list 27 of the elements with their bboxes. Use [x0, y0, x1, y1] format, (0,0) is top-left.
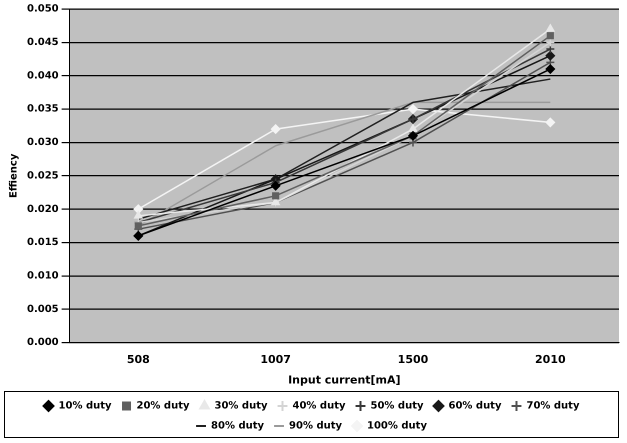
x-tick-label: 1007: [260, 353, 291, 366]
y-tick-label: 0.010: [26, 270, 59, 282]
y-tick-label: 0.035: [26, 104, 59, 115]
y-tick-label: 0.015: [26, 237, 59, 248]
legend-label: 20% duty: [136, 400, 190, 412]
y-tick-label: 0.020: [26, 204, 59, 215]
y-tick-label: 0.045: [26, 36, 59, 48]
x-tick-label: 2010: [535, 353, 566, 366]
legend-label: 100% duty: [367, 420, 428, 432]
y-tick-label: 0.005: [26, 304, 59, 315]
y-tick-label: 0.030: [26, 137, 59, 148]
legend-label: 80% duty: [211, 420, 265, 432]
y-tick-label: 0.025: [26, 170, 59, 182]
x-tick-label: 1500: [398, 353, 429, 366]
legend-label: 70% duty: [526, 400, 580, 412]
x-axis-title: Input current[mA]: [288, 373, 401, 386]
x-tick-label: 508: [126, 353, 150, 366]
legend-label: 60% duty: [448, 400, 502, 412]
legend-label: 30% duty: [214, 400, 268, 412]
legend-label: 10% duty: [58, 400, 112, 412]
y-tick-label: 0.000: [26, 337, 59, 348]
y-tick-label: 0.040: [26, 70, 59, 82]
y-tick-label: 0.050: [26, 4, 59, 15]
y-axis-title: Effiency: [8, 153, 20, 198]
legend-label: 50% duty: [370, 400, 424, 412]
legend-label: 40% duty: [292, 400, 346, 412]
legend-label: 90% duty: [289, 420, 342, 432]
